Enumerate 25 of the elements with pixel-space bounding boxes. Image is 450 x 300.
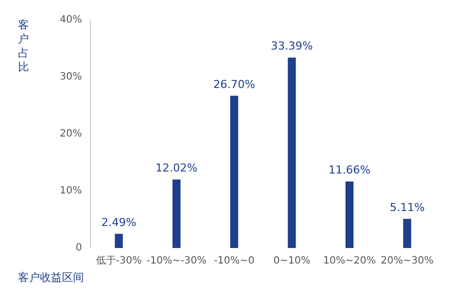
- x-tick-label: -10%~0: [214, 256, 254, 266]
- y-tick-label: 10%: [60, 186, 82, 196]
- y-tick-label: 30%: [60, 72, 82, 82]
- x-tick-label: 10%~20%: [323, 256, 376, 266]
- x-tick-label: -10%~-30%: [146, 256, 207, 266]
- data-label: 33.39%: [270, 40, 313, 53]
- bar: [230, 96, 238, 248]
- bar: [172, 179, 180, 248]
- y-tick-label: 40%: [60, 14, 82, 26]
- data-label: 11.66%: [328, 164, 370, 177]
- data-label: 5.11%: [390, 200, 425, 214]
- y-axis-title: 客户占比: [18, 18, 29, 74]
- x-axis-title: 客户收益区间: [18, 271, 84, 284]
- data-label: 12.02%: [156, 161, 198, 174]
- y-tick-label: 0: [76, 242, 82, 254]
- x-tick-label: 低于-30%: [96, 256, 142, 266]
- bar: [114, 234, 123, 248]
- x-tick-label: 0~10%: [273, 256, 310, 266]
- data-label: 26.70%: [213, 78, 256, 91]
- y-tick-label: 20%: [60, 128, 82, 140]
- x-tick-label: 20%~30%: [380, 256, 434, 266]
- data-label: 2.49%: [101, 216, 136, 229]
- bar: [346, 182, 354, 248]
- bar: [288, 58, 296, 248]
- bar: [403, 218, 412, 248]
